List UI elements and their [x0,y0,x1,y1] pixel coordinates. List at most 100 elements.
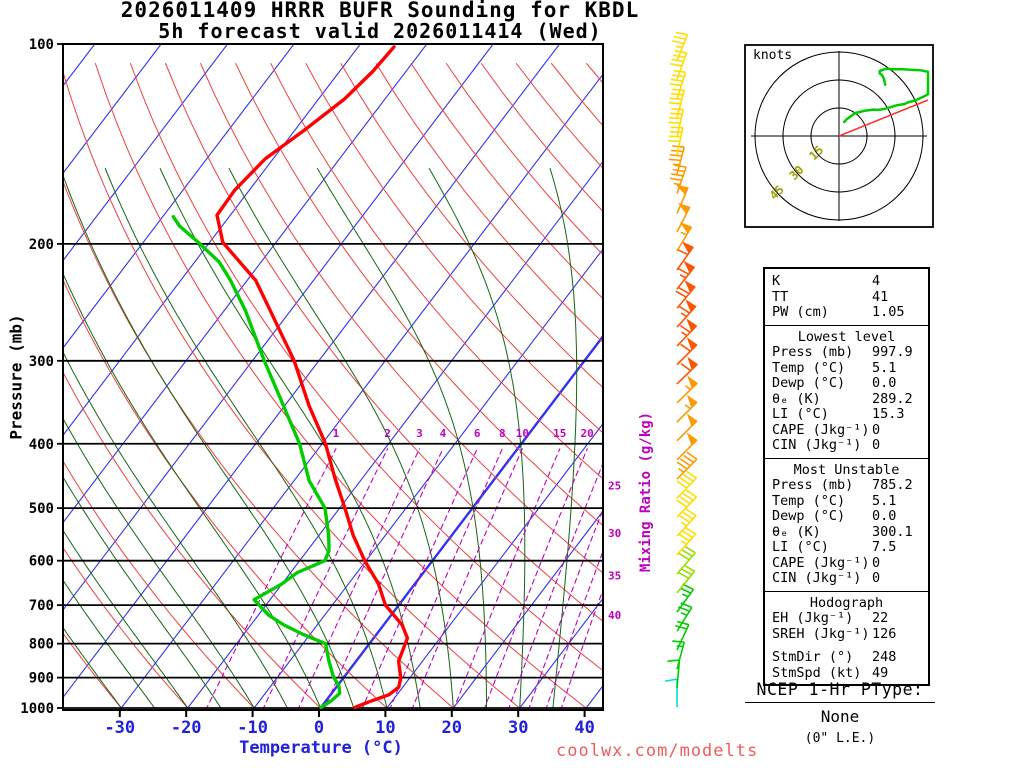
mixing-ratio-label: 25 [608,480,621,493]
index-value: 5.1 [872,492,897,509]
index-label: θₑ (K) [772,390,821,407]
index-value: 785.2 [872,477,913,493]
index-value: 300.1 [872,523,913,540]
wind-barb [672,31,689,62]
wind-barb [676,470,698,499]
wind-barb [676,356,698,385]
wind-barb [676,451,698,480]
wind-barb [676,394,698,423]
wind-barb [676,203,691,233]
mixing-ratio-label: 10 [516,427,529,440]
index-label: Press (mb) [772,477,854,493]
dewpoint-curve [171,214,342,710]
wind-barb [676,413,698,442]
wind-barb [676,222,693,252]
indices-table: K 4 TT 41 PW (cm) 1.05 Lowest level Press (mb) 9… [763,267,930,686]
mixing-ratio-label: 15 [553,427,566,440]
index-label: EH (Jkg⁻¹) [772,610,854,626]
pressure-axis-label: Pressure (mb) [6,314,26,440]
index-label: StmDir (°) [772,649,854,665]
moist-adiabats [63,168,578,710]
index-value: 248 [872,649,897,665]
temp-tick-label: 30 [508,718,528,738]
index-label: Press (mb) [772,344,854,360]
wind-barb [676,489,698,518]
table-divider [765,590,928,592]
index-value: 126 [872,625,897,642]
index-value: 41 [872,288,889,305]
wind-barb [676,299,697,328]
pressure-tick-label: 1000 [20,701,54,717]
wind-barb [676,527,697,556]
hodograph-units-label: knots [753,48,793,63]
ptype-title: NCEP 1-Hr PType: [756,680,924,699]
mixing-ratio-label: 20 [581,427,594,440]
wind-barb [676,318,698,347]
pressure-tick-label: 600 [29,554,54,570]
ptype-divider [745,702,935,703]
wind-barb [676,545,696,575]
index-value: 15.3 [872,406,905,422]
index-value: 0 [872,437,881,453]
index-value: 5.1 [872,359,897,376]
index-value: 1.05 [872,304,905,320]
index-value: 289.2 [872,390,913,407]
temperature-axis-label: Temperature (°C) [239,738,403,758]
index-row: Press (mb) 997.9 [765,344,928,361]
index-value: 997.9 [872,344,913,360]
index-label: θₑ (K) [772,523,821,540]
temp-tick-label: -30 [104,718,135,738]
wind-barb [676,583,695,613]
index-value: 0 [872,554,881,571]
index-row: CIN (Jkg⁻¹) 0 [765,570,928,587]
storm-motion-vector [838,99,929,137]
index-value: 4 [872,273,881,289]
wind-barb [667,659,681,689]
wind-barb [676,602,693,632]
index-row: StmSpd (kt) 49 [765,664,928,682]
index-label: SREH (Jkg⁻¹) [772,625,870,642]
dry-adiabats [63,63,603,710]
skewt-background [63,44,603,710]
index-row: LI (°C) 7.5 [765,539,928,556]
index-label: Temp (°C) [772,359,846,376]
index-label: StmSpd (kt) [772,664,862,681]
index-row: Temp (°C) 5.1 [765,492,928,510]
table-divider [765,457,928,459]
index-row: Dewp (°C) 0.0 [765,375,928,392]
temp-tick-label: 10 [375,718,395,738]
mixing-ratio-lines [205,448,603,710]
wind-barb [668,108,685,138]
mixing-ratio-label: 30 [608,527,621,540]
index-label: CAPE (Jkg⁻¹) [772,421,870,438]
index-row: PW (cm) 1.05 [765,304,928,321]
index-row: θₑ (K) 289.2 [765,390,928,408]
pressure-lines: 100 200 300 400 500 600 700 800 900 1000 [20,37,603,717]
mixing-ratio-label: 2 [384,427,391,440]
watermark: coolwx.com/modelts [556,741,759,761]
temp-tick-label: -10 [237,718,268,738]
index-label: K [772,273,781,289]
index-row: EH (Jkg⁻¹) 22 [765,610,928,627]
index-label: LI (°C) [772,406,829,422]
mixing-ratio-labels: 1 2 3 4 6 8 10 15 20 25 30 35 40 [333,427,622,622]
mixing-ratio-label: 8 [499,427,506,440]
index-value: 0.0 [872,375,897,391]
mixing-ratio-label: 35 [608,569,621,582]
wind-barb [676,375,698,404]
wind-barb [676,260,695,290]
plot-border [62,43,604,711]
index-row: CIN (Jkg⁻¹) 0 [765,437,928,454]
index-row: LI (°C) 15.3 [765,406,928,423]
wind-barb [665,678,678,708]
index-label: CIN (Jkg⁻¹) [772,437,862,453]
mixing-ratio-label: 1 [333,427,340,440]
pressure-tick-label: 400 [29,437,54,453]
mixing-ratio-label: 40 [608,609,621,622]
wind-barb [672,640,686,670]
index-row: CAPE (Jkg⁻¹) 0 [765,421,928,439]
wind-barb [668,88,686,118]
temp-tick-label: 0 [314,718,324,738]
